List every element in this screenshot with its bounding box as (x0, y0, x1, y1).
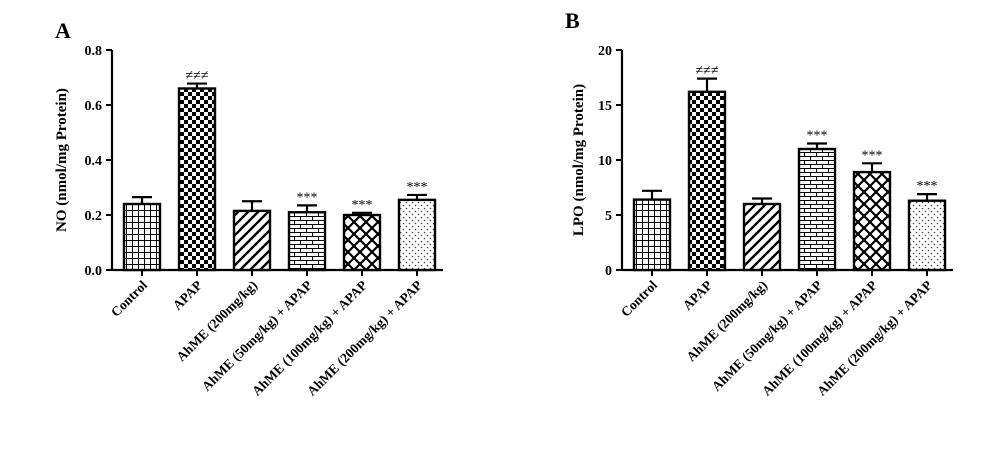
significance-label: ≠≠≠ (695, 64, 718, 79)
bar-grid (122, 202, 162, 272)
y-tick-label: 15 (598, 99, 612, 114)
bar-crosshatch (342, 213, 382, 272)
category-label: Control (108, 277, 150, 319)
bar-brick (287, 211, 327, 272)
chart-panel-a: A NO (nmol/mg Protein) 0.0 0.2 0.4 0.6 0.8 Cont… (54, 18, 443, 399)
bar-diagonal (232, 209, 272, 272)
bar-crosshatch (852, 170, 892, 272)
y-tick-label: 0.4 (85, 154, 103, 169)
significance-label: ≠≠≠ (185, 69, 208, 84)
bar-grid (632, 198, 672, 272)
significance-label: *** (297, 190, 318, 205)
category-label: AhME (100mg/kg) + APAP (249, 278, 370, 399)
y-tick-label: 20 (598, 44, 612, 59)
category-label: APAP (680, 278, 715, 313)
y-axis-title: NO (nmol/mg Protein) (54, 88, 70, 232)
y-tick-label: 0.6 (85, 99, 103, 114)
y-tick-label: 0.2 (85, 209, 103, 224)
y-tick-label: 5 (605, 209, 612, 224)
y-tick-label: 0 (605, 264, 612, 279)
bar-checker (177, 87, 217, 272)
category-label: AhME (100mg/kg) + APAP (759, 278, 880, 399)
category-label: AhME (200mg/kg) + APAP (814, 278, 935, 399)
category-label: AhME (200mg/kg) + APAP (304, 278, 425, 399)
significance-label: *** (407, 180, 428, 195)
category-label: AhME (50mg/kg) + APAP (199, 278, 315, 394)
significance-label: *** (862, 148, 883, 163)
y-tick-label: 0.0 (85, 264, 103, 279)
category-label: APAP (170, 278, 205, 313)
significance-label: *** (352, 198, 373, 213)
panel-letter: B (565, 8, 580, 33)
category-label: AhME (50mg/kg) + APAP (709, 278, 825, 394)
category-label: Control (618, 277, 660, 319)
chart-panels: A NO (nmol/mg Protein) 0.0 0.2 0.4 0.6 0.8 Cont… (54, 8, 953, 399)
panel-letter: A (55, 18, 71, 43)
significance-label: *** (807, 129, 828, 144)
bar-checker (687, 90, 727, 272)
chart-panel-b: B LPO (nmol/mg Protein) 0 5 10 15 20 Control ≠≠≠… (565, 8, 953, 399)
y-tick-label: 10 (598, 154, 612, 169)
bar-brick (797, 147, 837, 272)
y-axis-title: LPO (nmol/mg Protein) (571, 84, 587, 236)
significance-label: *** (917, 179, 938, 194)
y-tick-label: 0.8 (85, 44, 103, 59)
bar-dots (397, 198, 437, 272)
bar-diagonal (742, 202, 782, 272)
bar-dots (907, 199, 947, 272)
